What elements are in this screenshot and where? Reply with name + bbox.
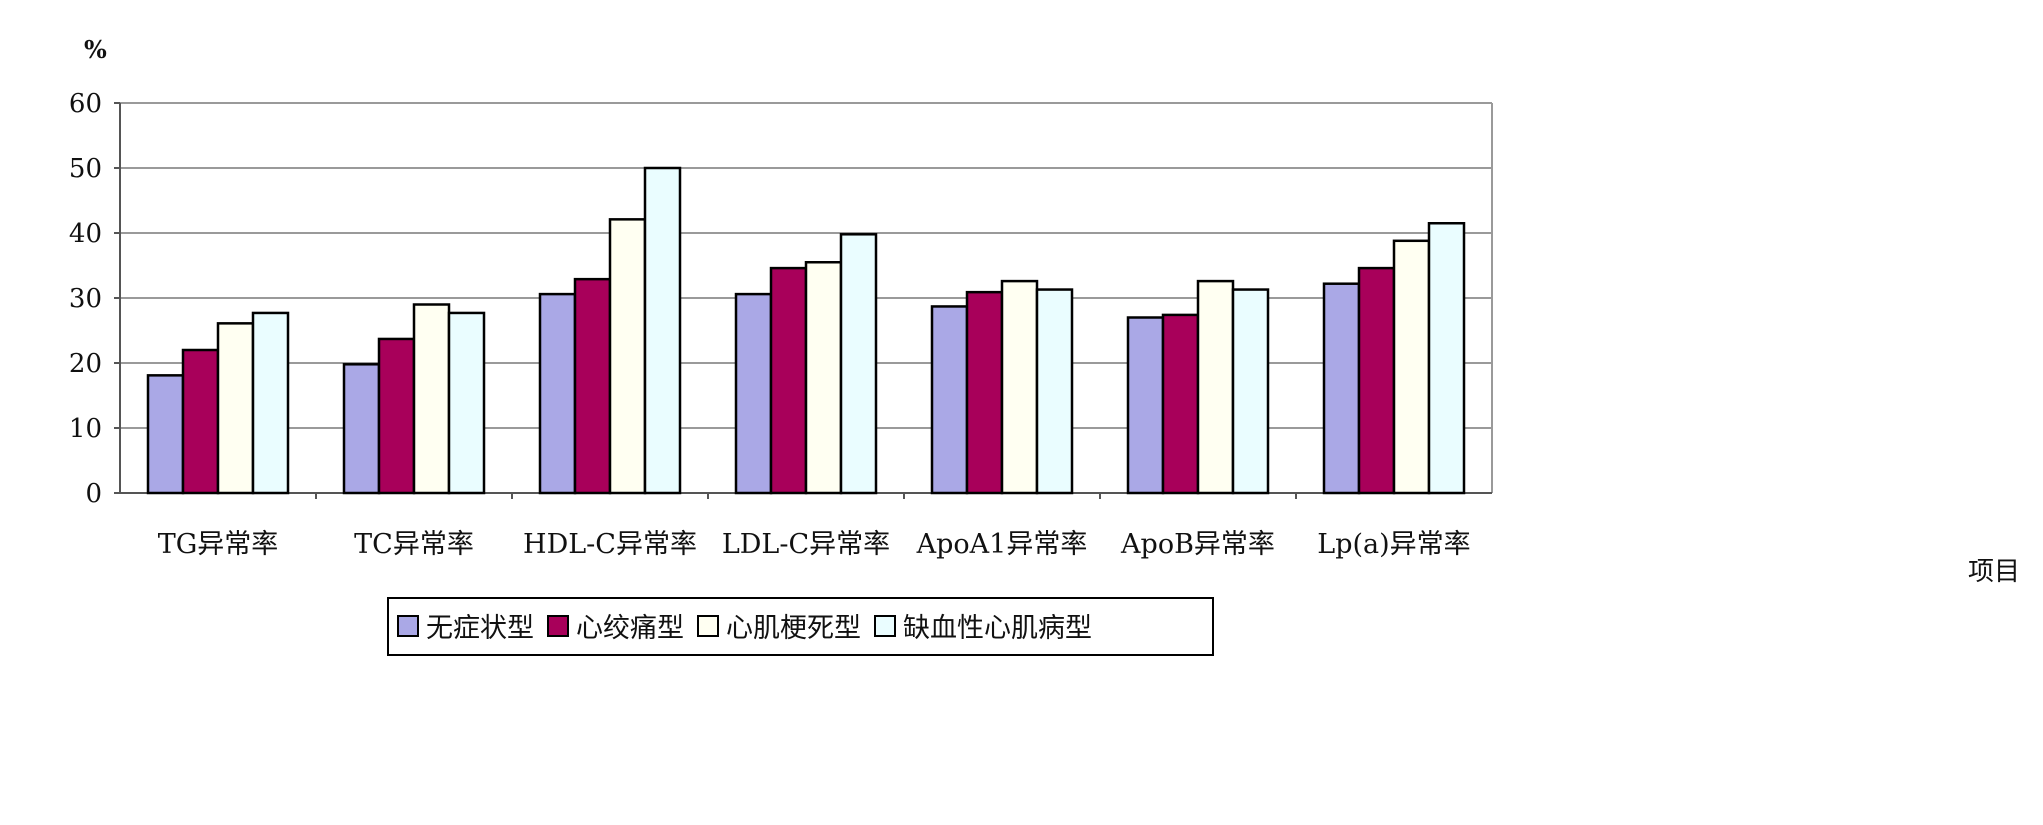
x-tick-label: ApoB异常率 xyxy=(1120,529,1275,560)
legend-swatch xyxy=(874,615,896,637)
bar xyxy=(734,292,773,495)
bar xyxy=(769,266,808,495)
y-tick-label: 60 xyxy=(69,89,102,119)
y-tick-label: 10 xyxy=(69,414,102,444)
bar xyxy=(804,261,843,495)
legend-swatch xyxy=(547,615,569,637)
bar xyxy=(839,233,878,495)
bar xyxy=(1357,266,1396,495)
x-tick-label: HDL-C异常率 xyxy=(523,529,697,560)
bar xyxy=(573,277,612,495)
bar xyxy=(1161,313,1200,495)
x-tick-label: ApoA1异常率 xyxy=(916,529,1088,560)
bar xyxy=(1392,239,1431,495)
y-tick-label: 30 xyxy=(69,284,102,314)
x-tick-label: TG异常率 xyxy=(158,529,279,560)
bar xyxy=(930,305,969,495)
bar xyxy=(965,290,1004,495)
legend-label: 心绞痛型 xyxy=(576,613,684,644)
bar xyxy=(181,348,220,495)
bar xyxy=(146,374,185,495)
bar xyxy=(1126,316,1165,495)
bar xyxy=(1427,222,1466,495)
y-tick-label: 50 xyxy=(69,154,102,184)
legend-label: 心肌梗死型 xyxy=(726,613,861,644)
legend-box xyxy=(387,597,1214,656)
bar xyxy=(251,311,290,495)
x-axis-label: 项目 xyxy=(1968,557,2020,587)
bar xyxy=(342,363,381,495)
bar xyxy=(1322,282,1361,495)
y-axis-label: % xyxy=(84,35,107,64)
legend-swatch xyxy=(397,615,419,637)
y-tick-label: 20 xyxy=(69,349,102,379)
bar xyxy=(377,337,416,495)
bar xyxy=(1231,288,1270,495)
bar xyxy=(1196,279,1235,495)
y-tick-label: 40 xyxy=(69,219,102,249)
bar xyxy=(1035,288,1074,495)
y-tick-label: 0 xyxy=(85,479,102,509)
legend-label: 缺血性心肌病型 xyxy=(903,613,1092,644)
bar xyxy=(538,292,577,495)
legend: 无症状型 心绞痛型 心肌梗死型 缺血性心肌病型 xyxy=(387,597,1214,656)
bar xyxy=(216,322,255,495)
x-tick-label: LDL-C异常率 xyxy=(722,529,890,560)
legend-label: 无症状型 xyxy=(426,613,534,644)
bar xyxy=(608,218,647,495)
bar xyxy=(412,303,451,495)
bar xyxy=(1000,279,1039,495)
x-tick-label: TC异常率 xyxy=(354,529,474,560)
bar xyxy=(447,311,486,495)
bar xyxy=(643,166,682,495)
x-tick-label: Lp(a)异常率 xyxy=(1317,529,1470,560)
legend-swatch xyxy=(697,615,719,637)
